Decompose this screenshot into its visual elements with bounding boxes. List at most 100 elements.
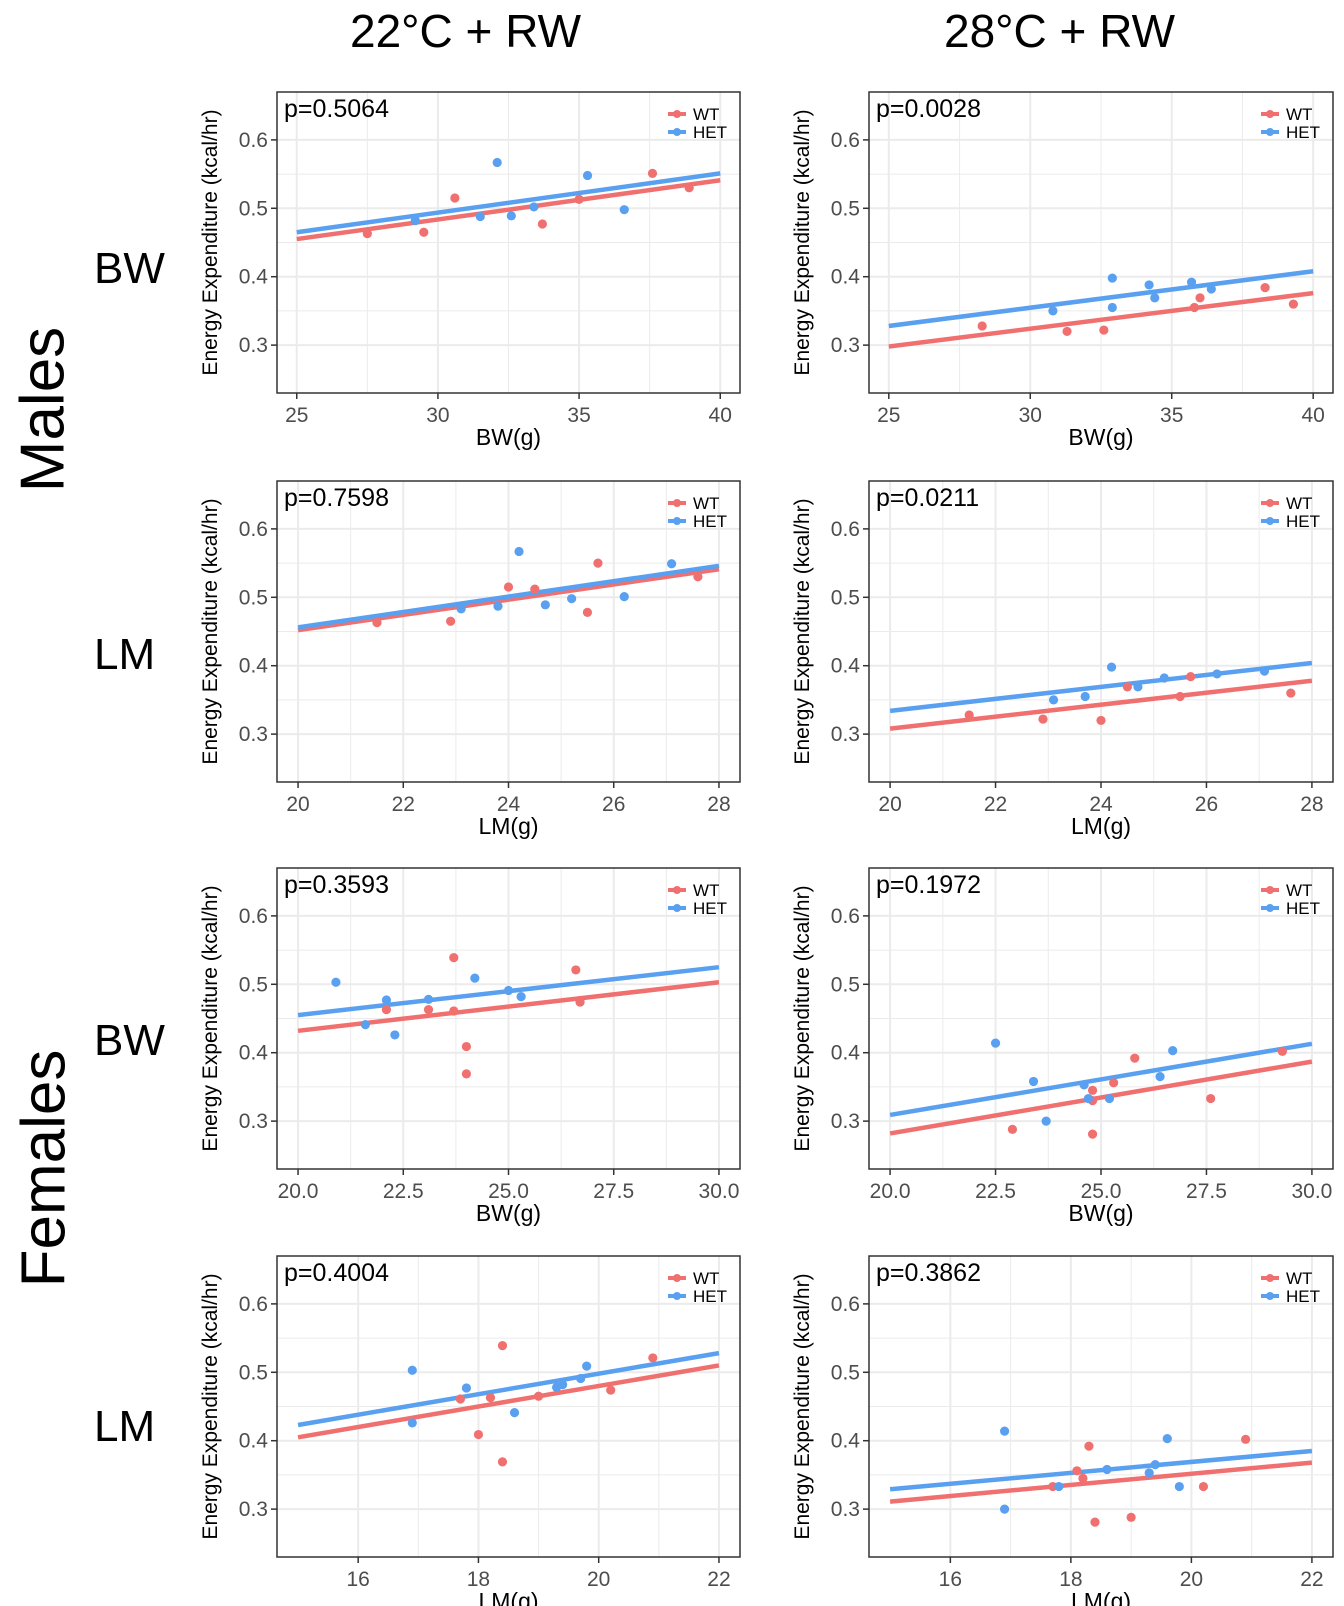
x-tick-label: 18 (467, 1568, 490, 1591)
data-point-wt (497, 1341, 508, 1351)
data-point-wt (537, 219, 547, 229)
x-tick-label: 24 (1089, 793, 1113, 816)
legend-key-point (673, 499, 681, 507)
y-axis-label: Energy Expenditure (kcal/hr) (791, 109, 814, 375)
data-point-het (1212, 669, 1222, 679)
legend-key-point (1266, 517, 1274, 525)
data-point-wt (1130, 1053, 1140, 1063)
data-point-het (1133, 682, 1143, 692)
row-label-males-lm: LM (94, 630, 156, 679)
y-tick-label: 0.4 (239, 1042, 269, 1065)
legend-label: WT (693, 105, 719, 124)
fit-line-wt (889, 678, 1313, 731)
legend-label: WT (1286, 881, 1312, 900)
legend-label: HET (693, 1287, 727, 1306)
y-axis-label: Energy Expenditure (kcal/hr) (199, 885, 222, 1151)
data-point-wt (647, 168, 658, 179)
data-point-wt (449, 953, 459, 963)
data-point-het (1168, 1046, 1178, 1056)
p-value-label: p=0.0211 (876, 484, 979, 512)
data-point-het (506, 211, 516, 221)
fit-line-wt (297, 1363, 720, 1440)
x-tick-label: 30 (1019, 404, 1042, 427)
data-point-het (1144, 280, 1154, 290)
x-tick-label: 20 (878, 793, 901, 816)
p-value-label: p=0.0028 (876, 95, 981, 123)
data-point-het (999, 1504, 1010, 1514)
data-point-wt (648, 1353, 658, 1363)
legend-label: WT (1286, 105, 1312, 124)
legend-key-point (673, 110, 681, 118)
y-axis-label: Energy Expenditure (kcal/hr) (199, 498, 222, 764)
legend-key-point (673, 904, 681, 912)
y-tick-label: 0.6 (831, 518, 860, 541)
legend-key-point (1266, 886, 1274, 894)
fit-line-wt (889, 1059, 1313, 1136)
x-tick-label: 22.5 (383, 1180, 424, 1203)
data-point-het (540, 600, 550, 610)
fit-line-wt (889, 1460, 1313, 1504)
data-point-het (461, 1383, 472, 1393)
y-axis-label: Energy Expenditure (kcal/hr) (199, 1273, 222, 1539)
legend-label: WT (693, 881, 719, 900)
legend-label: HET (1286, 512, 1320, 531)
legend-key-point (1266, 1292, 1274, 1300)
scatter-panel-5: 20.0 22.5 25.0 27.5 30.0 0.3 0.4 0.5 0.6 p=0.3593… (199, 867, 741, 1226)
x-axis-label: BW(g) (1068, 1200, 1133, 1226)
legend-key-point (1266, 904, 1274, 912)
data-point-het (1028, 1076, 1039, 1087)
column-title-22c: 22°C + RW (350, 5, 582, 57)
data-point-wt (574, 194, 584, 205)
panel-border (868, 91, 1334, 394)
data-point-het (509, 1408, 520, 1418)
y-tick-label: 0.5 (831, 197, 860, 220)
fit-line-het (889, 1041, 1313, 1118)
legend-label: WT (1286, 494, 1312, 513)
y-tick-label: 0.3 (831, 1498, 860, 1521)
data-point-het (619, 592, 629, 602)
x-tick-label: 25 (285, 404, 308, 427)
data-point-wt (503, 582, 514, 592)
data-point-het (516, 992, 526, 1002)
x-tick-label: 25.0 (488, 1180, 529, 1203)
data-point-wt (582, 607, 593, 617)
data-point-wt (1286, 688, 1296, 698)
data-point-wt (1260, 283, 1270, 293)
x-tick-label: 20 (1180, 1568, 1203, 1591)
data-point-wt (1087, 1129, 1098, 1139)
fit-line-het (296, 171, 721, 235)
y-tick-label: 0.3 (831, 334, 860, 357)
y-tick-label: 0.3 (239, 1110, 268, 1133)
data-point-wt (473, 1429, 484, 1440)
y-tick-label: 0.3 (831, 723, 860, 746)
legend-key-point (1266, 110, 1274, 118)
scatter-panel-6: 20.0 22.5 25.0 27.5 30.0 0.3 0.4 0.5 0.6 p=0.1972… (791, 867, 1334, 1226)
data-point-het (1079, 1080, 1089, 1090)
data-point-het (1159, 673, 1169, 683)
data-point-wt (571, 965, 581, 975)
y-axis-label: Energy Expenditure (kcal/hr) (791, 1273, 814, 1539)
y-tick-label: 0.4 (239, 266, 269, 289)
data-point-het (456, 604, 466, 614)
y-axis-label: Energy Expenditure (kcal/hr) (791, 498, 814, 764)
x-tick-label: 35 (567, 404, 590, 427)
data-point-wt (497, 1457, 508, 1467)
data-point-wt (1241, 1434, 1251, 1444)
data-point-wt (684, 183, 694, 193)
data-point-wt (485, 1393, 496, 1403)
row-label-males-bw: BW (94, 244, 165, 293)
y-tick-label: 0.4 (831, 1042, 861, 1065)
p-value-label: p=0.3593 (284, 871, 389, 899)
data-point-wt (1206, 1093, 1216, 1104)
x-tick-label: 20 (587, 1568, 610, 1591)
y-tick-label: 0.5 (831, 1361, 860, 1384)
data-point-het (514, 546, 524, 557)
x-axis-label: LM(g) (1071, 1588, 1131, 1606)
legend-key-point (673, 1292, 681, 1300)
x-tick-label: 28 (707, 793, 730, 816)
legend-label: WT (693, 1269, 719, 1288)
x-axis-label: LM(g) (478, 813, 538, 839)
